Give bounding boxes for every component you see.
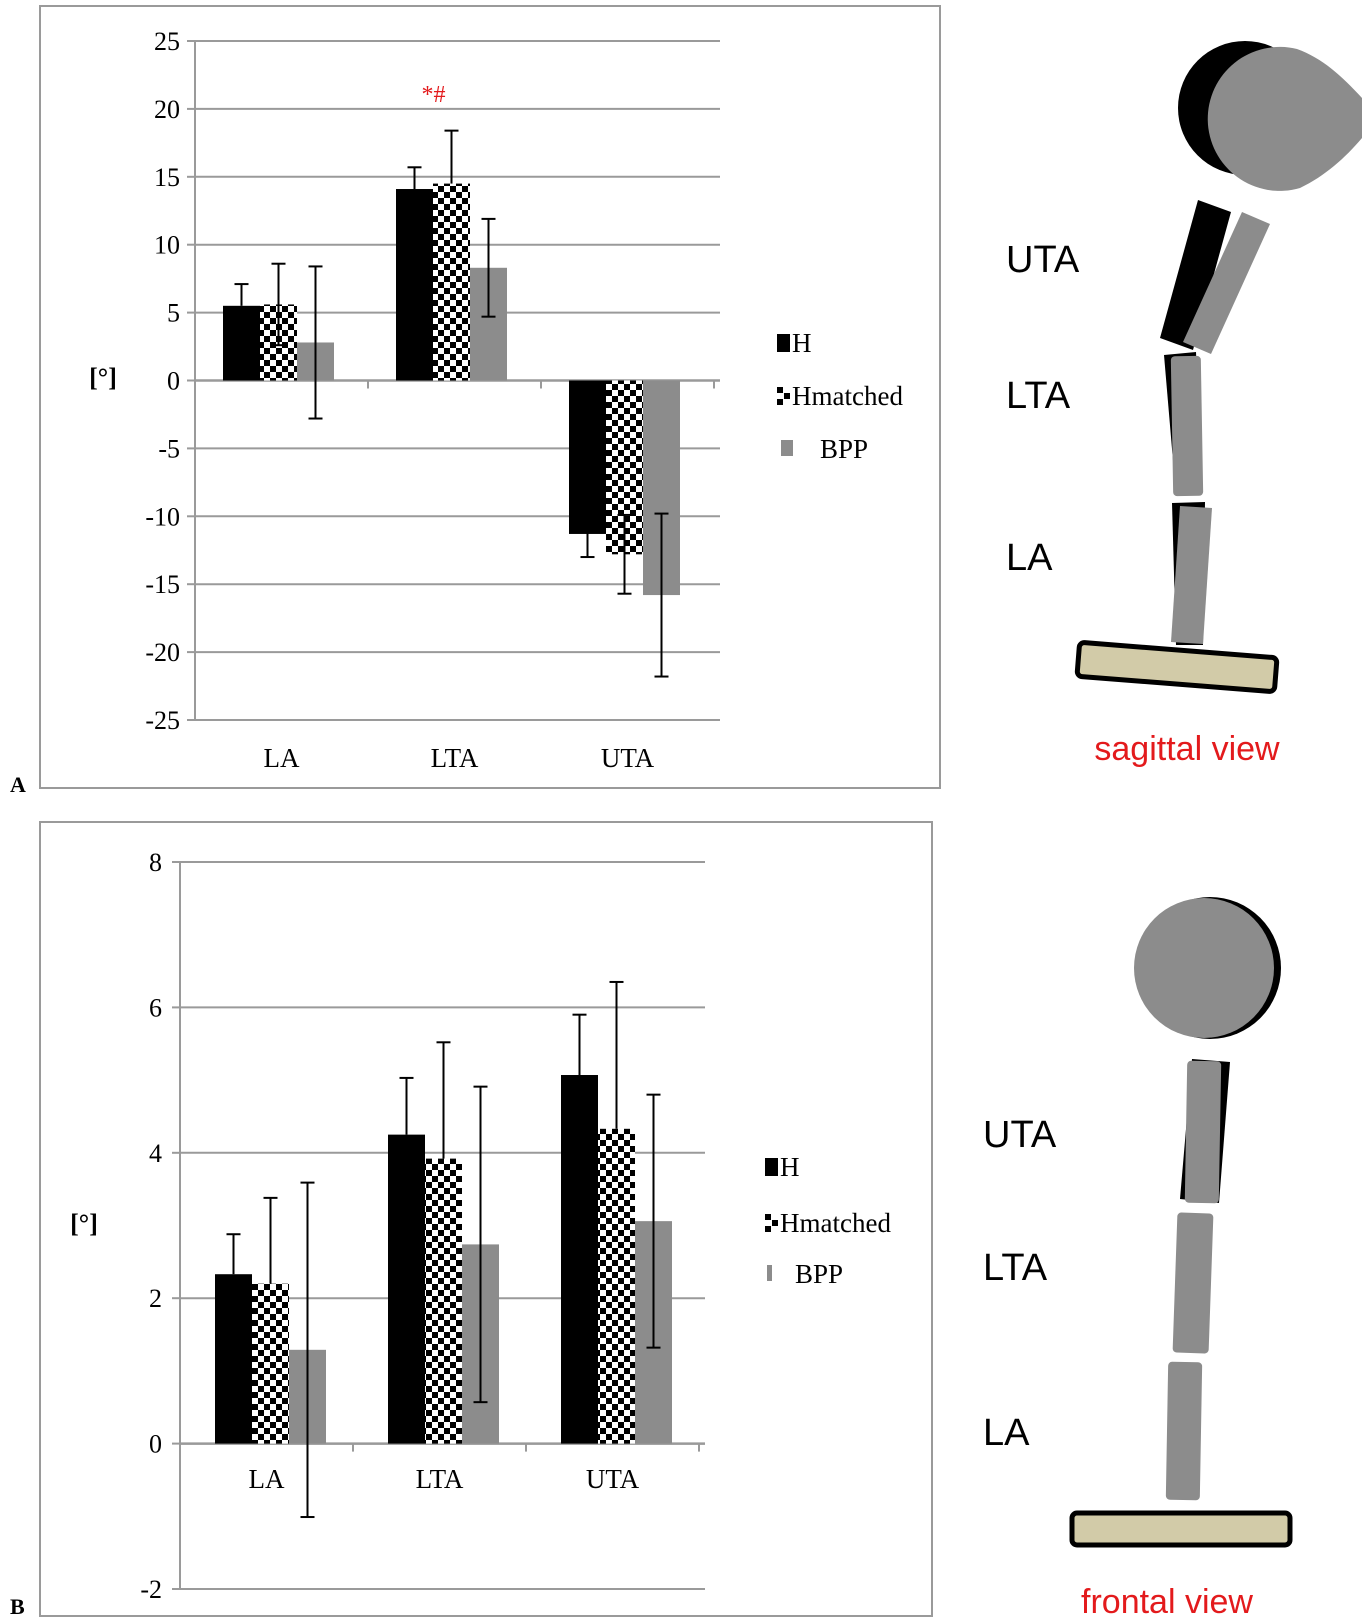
y-tick-label: -10 (145, 502, 180, 531)
view-label-frontal: frontal view (1081, 1583, 1253, 1621)
label-lta-frontal: LTA (983, 1247, 1048, 1289)
label-uta-frontal: UTA (983, 1114, 1057, 1156)
uta-segment-bpp (1183, 212, 1270, 354)
chart-b-frame (39, 821, 933, 1617)
label-uta-sagittal: UTA (1006, 239, 1080, 281)
error-bars-a (234, 129, 669, 678)
legend-swatch-hmatched (772, 1220, 778, 1226)
y-tick-label: -15 (145, 570, 180, 599)
annotations-a: *# (422, 82, 446, 108)
legend-swatch-bpp (781, 440, 793, 456)
legend-swatch-hmatched (784, 393, 790, 399)
category-label-uta: UTA (601, 743, 655, 773)
bar-hmatched-lta (433, 183, 470, 381)
head-bpp-frontal (1134, 898, 1274, 1038)
label-la-frontal: LA (983, 1412, 1030, 1454)
legend-label-hmatched: Hmatched (780, 1208, 891, 1238)
y-tick-label: 20 (154, 95, 180, 124)
y-tick-label: 8 (149, 848, 162, 877)
legend-label-hmatched: Hmatched (792, 381, 903, 411)
y-axis-label-a: [°] (89, 363, 117, 392)
y-tick-label: 25 (154, 27, 180, 56)
legend-swatch-hmatched (765, 1226, 771, 1232)
y-tick-label: 0 (167, 367, 180, 396)
y-tick-label: 15 (154, 163, 180, 192)
foot-plate-sagittal (1074, 640, 1280, 694)
legend-b: H Hmatched BPP (765, 1152, 891, 1289)
category-label-la: LA (264, 743, 300, 773)
legend-label-h: H (780, 1152, 800, 1182)
y-tick-label: 4 (149, 1139, 162, 1168)
y-tick-labels-b: 8 6 4 2 0 -2 (140, 848, 162, 1604)
y-tick-label: -5 (158, 434, 180, 463)
uta-segment-h (1160, 200, 1231, 350)
lta-segment-bpp (1170, 355, 1204, 497)
category-label-la: LA (249, 1464, 285, 1494)
legend-swatch-h (765, 1158, 778, 1176)
legend-swatch-hmatched (777, 387, 783, 393)
legend-label-bpp: BPP (795, 1259, 843, 1289)
bar-h-la (223, 305, 260, 381)
y-tick-label: 0 (149, 1430, 162, 1459)
category-labels-b: LA LTA UTA (249, 1464, 640, 1494)
bar-h-uta (569, 380, 606, 534)
y-axis-label-b: [°] (70, 1209, 98, 1238)
panel-label-a: A (10, 772, 26, 797)
legend-swatch-h (777, 334, 790, 352)
sagittal-diagram: UTA LTA LA sagittal view (1006, 41, 1362, 768)
significance-annotation: *# (422, 82, 446, 108)
bar-h-uta (561, 1075, 598, 1444)
y-tick-labels-a: 25 20 15 10 5 0 -5 -10 -15 -20 -25 (145, 27, 180, 735)
frontal-diagram: UTA LTA LA frontal view (983, 897, 1293, 1621)
chart-a-frame (39, 5, 941, 789)
y-tick-label: -25 (145, 706, 180, 735)
foot-plate-frontal (1069, 1510, 1293, 1548)
error-bars-b (226, 980, 661, 1519)
uta-segment-bpp-frontal (1184, 1060, 1222, 1204)
bar-h-lta (396, 189, 433, 381)
legend-a: H Hmatched BPP (777, 328, 903, 464)
y-tick-label: 5 (167, 299, 180, 328)
bar-hmatched-lta (425, 1158, 462, 1444)
legend-label-bpp: BPP (820, 434, 868, 464)
y-tick-label: 2 (149, 1284, 162, 1313)
la-segment-bpp-frontal (1165, 1361, 1203, 1501)
bar-h-lta (388, 1134, 425, 1444)
category-label-uta: UTA (586, 1464, 640, 1494)
label-la-sagittal: LA (1006, 537, 1053, 579)
bar-h-la (215, 1274, 252, 1444)
bar-hmatched-uta (598, 1128, 635, 1444)
chart-b: B [°] 8 6 4 2 0 -2 LA LTA UTA H Hmatched BPP (10, 821, 933, 1619)
legend-swatch-bpp (767, 1265, 772, 1281)
y-tick-label: 6 (149, 993, 162, 1022)
bars-a (223, 183, 680, 596)
legend-swatch-hmatched (765, 1214, 771, 1220)
view-label-sagittal: sagittal view (1094, 730, 1280, 768)
y-tick-label: 10 (154, 231, 180, 260)
legend-swatch-hmatched (777, 399, 783, 405)
y-tick-label: -20 (145, 638, 180, 667)
category-labels-a: LA LTA UTA (264, 743, 655, 773)
category-label-lta: LTA (416, 1464, 464, 1494)
y-tick-label: -2 (140, 1575, 162, 1604)
lta-segment-bpp-frontal (1172, 1212, 1214, 1354)
category-label-lta: LTA (431, 743, 479, 773)
head-bpp (1207, 46, 1362, 191)
la-segment-bpp (1171, 506, 1212, 644)
bar-hmatched-la (252, 1283, 289, 1444)
label-lta-sagittal: LTA (1006, 375, 1071, 417)
legend-label-h: H (792, 328, 812, 358)
panel-label-b: B (10, 1594, 25, 1619)
